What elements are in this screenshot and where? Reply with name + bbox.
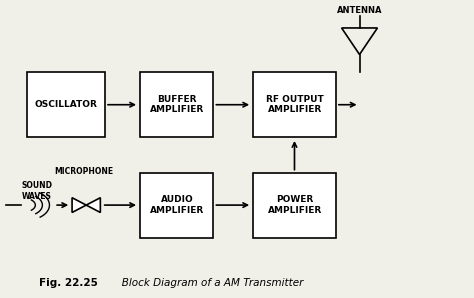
Text: SOUND
WAVES: SOUND WAVES (21, 181, 52, 201)
Text: RF OUTPUT
AMPLIFIER: RF OUTPUT AMPLIFIER (266, 95, 324, 114)
Text: Fig. 22.25: Fig. 22.25 (39, 278, 98, 288)
Text: OSCILLATOR: OSCILLATOR (35, 100, 98, 109)
Polygon shape (72, 198, 86, 212)
Text: AUDIO
AMPLIFIER: AUDIO AMPLIFIER (150, 195, 204, 215)
Text: ANTENNA: ANTENNA (337, 6, 382, 15)
Bar (140, 72, 213, 137)
Polygon shape (86, 198, 100, 212)
Bar (140, 173, 213, 238)
Bar (254, 173, 336, 238)
Bar (254, 72, 336, 137)
Text: BUFFER
AMPLIFIER: BUFFER AMPLIFIER (150, 95, 204, 114)
Polygon shape (342, 28, 377, 55)
Text: Block Diagram of a AM Transmitter: Block Diagram of a AM Transmitter (112, 278, 303, 288)
Text: MICROPHONE: MICROPHONE (55, 167, 113, 176)
Text: POWER
AMPLIFIER: POWER AMPLIFIER (268, 195, 322, 215)
Bar (27, 72, 105, 137)
